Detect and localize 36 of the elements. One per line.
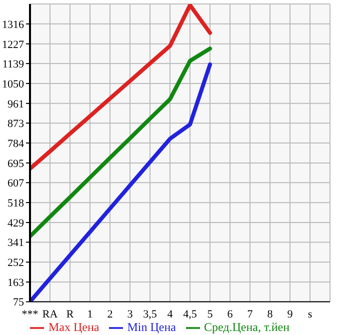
x-tick-label: 3 — [127, 308, 134, 321]
y-tick-label: 695 — [8, 158, 24, 170]
y-tick-label: 784 — [8, 138, 24, 150]
x-tick-label: 9 — [287, 308, 294, 321]
y-tick-label: 961 — [8, 98, 24, 110]
x-tick-label: 1 — [87, 308, 93, 321]
x-tick-label: *** — [22, 308, 38, 321]
y-tick-label: 1050 — [2, 78, 24, 90]
y-tick-label: 429 — [8, 217, 24, 230]
y-tick-label: 1316 — [2, 18, 24, 31]
line-series — [30, 4, 212, 171]
legend-label: Max Цена — [48, 320, 100, 334]
y-tick-label: 1227 — [2, 38, 24, 51]
y-tick-label: 75 — [13, 296, 24, 309]
line-series — [30, 62, 212, 302]
x-tick-label: RA — [42, 308, 58, 321]
x-tick-label: 5 — [207, 308, 214, 321]
y-tick-label: 873 — [8, 118, 24, 130]
y-tick-label: 607 — [8, 178, 24, 190]
x-tick-label: 6 — [227, 308, 234, 321]
x-tick-label: s — [308, 308, 312, 321]
legend-label: Сред.Цена, т.йен — [204, 320, 290, 334]
y-tick-label: 163 — [8, 276, 24, 289]
y-tick-label: 518 — [8, 197, 24, 210]
x-tick-label: 2 — [107, 308, 113, 321]
line-series — [30, 46, 212, 238]
x-tick-label: 4 — [167, 308, 174, 321]
x-tick-label: R — [66, 308, 74, 321]
x-tick-label: 7 — [247, 308, 254, 321]
y-tick-label: 341 — [8, 237, 24, 250]
x-tick-label: 4,5 — [183, 308, 198, 321]
x-tick-label: 8 — [267, 308, 274, 321]
legend-label: Min Цена — [127, 320, 176, 334]
y-tick-label: 1139 — [2, 58, 24, 70]
y-tick-label: 252 — [8, 257, 24, 270]
x-tick-label: 3,5 — [143, 308, 158, 321]
